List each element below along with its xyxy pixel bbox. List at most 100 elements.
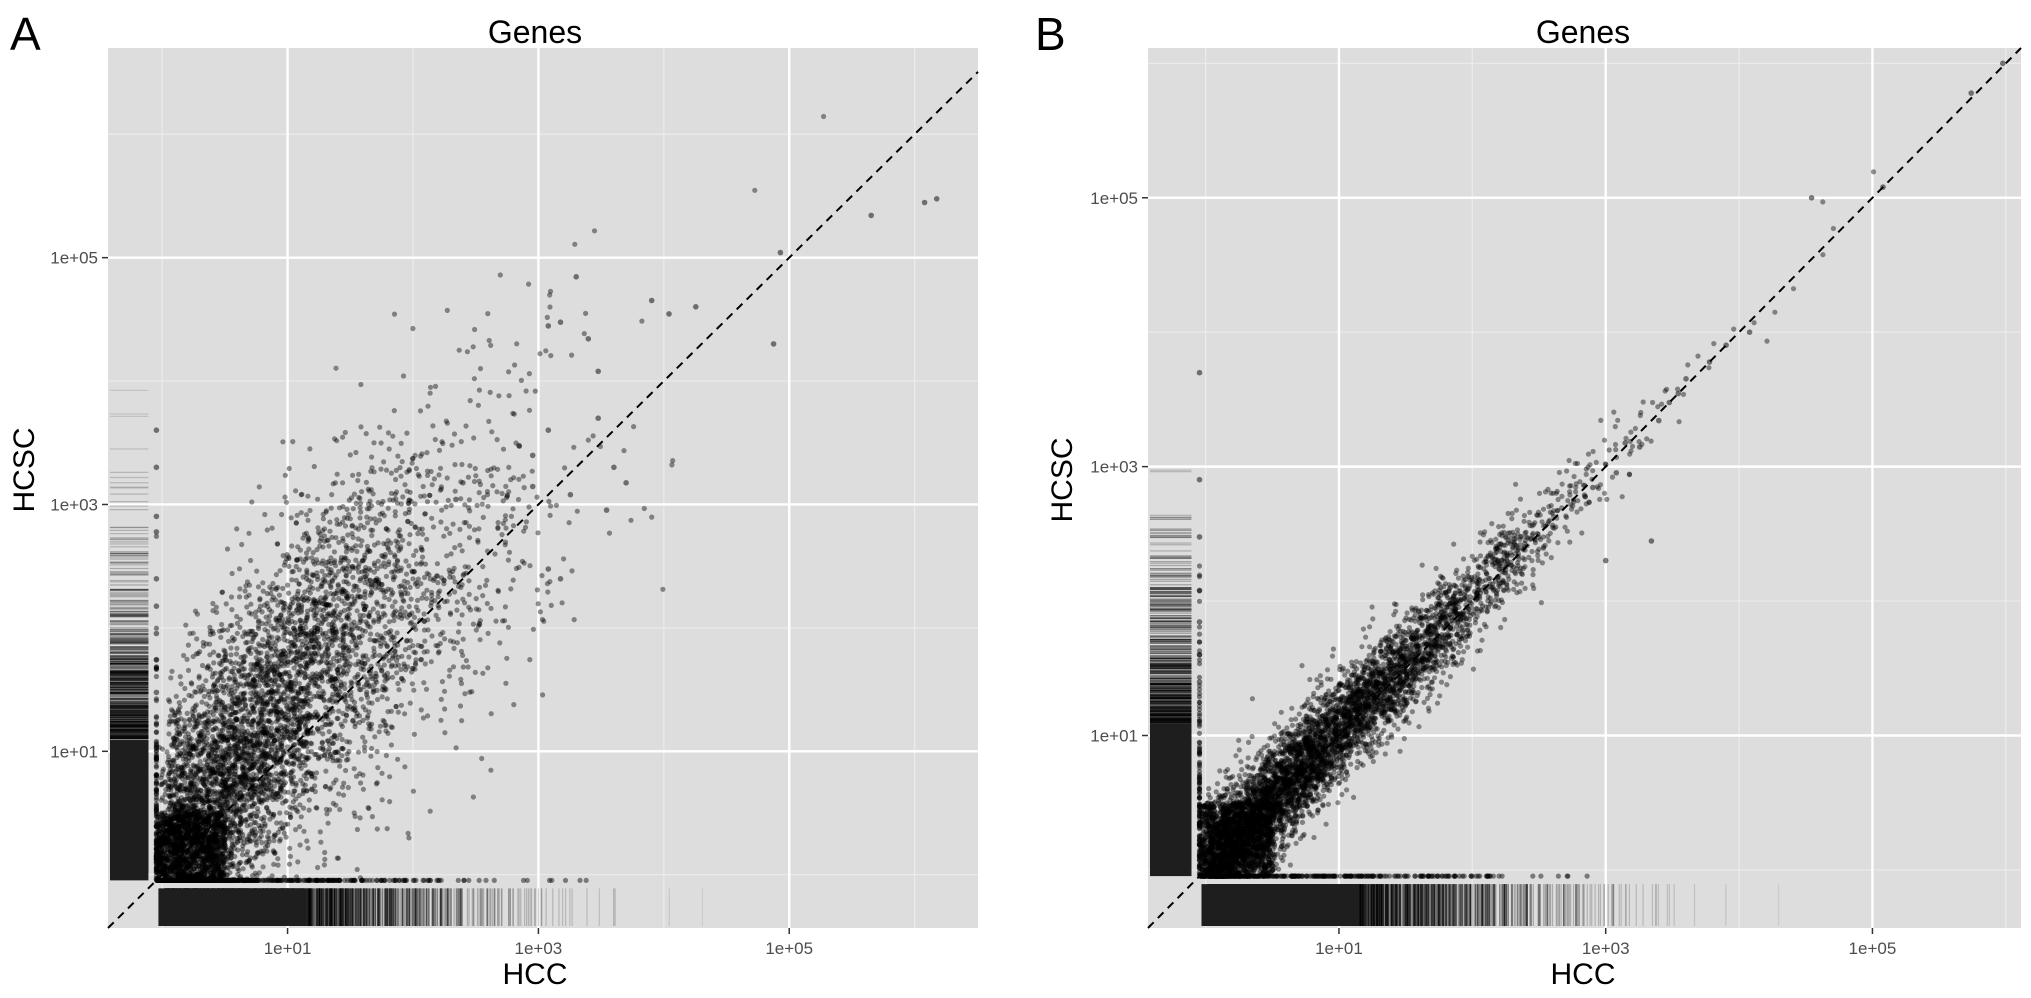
data-point xyxy=(422,639,427,644)
data-point xyxy=(467,592,472,597)
data-point xyxy=(229,594,234,599)
data-point xyxy=(229,623,234,628)
data-point xyxy=(299,510,304,515)
data-point xyxy=(436,594,441,599)
data-point xyxy=(328,585,333,590)
data-point xyxy=(336,856,341,861)
data-point xyxy=(392,552,397,557)
data-point xyxy=(471,794,476,799)
data-point xyxy=(527,657,532,662)
data-point xyxy=(522,485,527,490)
data-point xyxy=(286,591,291,596)
data-point xyxy=(456,629,461,634)
data-point xyxy=(257,484,262,489)
data-point xyxy=(433,437,438,442)
data-point xyxy=(262,512,267,517)
data-point xyxy=(429,590,434,595)
data-point xyxy=(289,577,294,582)
data-point xyxy=(179,716,184,721)
data-point xyxy=(375,765,380,770)
data-point xyxy=(282,495,287,500)
data-point xyxy=(266,830,271,835)
data-point xyxy=(471,435,476,440)
data-point xyxy=(501,447,506,452)
data-point xyxy=(284,810,289,815)
data-point xyxy=(375,697,380,702)
data-point xyxy=(315,497,320,502)
data-point xyxy=(274,820,279,825)
data-point xyxy=(384,723,389,728)
data-point xyxy=(439,697,444,702)
data-point xyxy=(410,326,415,331)
data-point xyxy=(178,674,183,679)
data-point xyxy=(400,494,405,499)
data-point xyxy=(475,503,480,508)
data-point xyxy=(364,480,369,485)
data-point xyxy=(230,571,235,576)
data-point xyxy=(583,311,588,316)
data-point xyxy=(362,739,367,744)
rug-dense-block-x xyxy=(158,888,306,926)
data-point xyxy=(235,631,240,636)
data-point xyxy=(303,763,308,768)
data-point xyxy=(468,607,473,612)
data-point xyxy=(203,678,208,683)
data-point xyxy=(301,829,306,834)
data-point xyxy=(347,654,352,659)
data-point xyxy=(351,506,356,511)
data-point xyxy=(481,515,486,520)
data-point xyxy=(509,514,514,519)
data-point xyxy=(514,566,519,571)
data-point xyxy=(399,703,404,708)
data-point xyxy=(499,532,504,537)
data-point xyxy=(307,797,312,802)
data-point xyxy=(391,618,396,623)
data-point xyxy=(670,458,675,463)
data-point xyxy=(533,389,538,394)
rug-dense-block-y xyxy=(110,740,148,880)
data-point xyxy=(419,596,424,601)
data-point xyxy=(307,446,312,451)
data-point xyxy=(389,471,394,476)
data-point xyxy=(526,282,531,287)
data-point xyxy=(387,446,392,451)
data-point xyxy=(200,663,205,668)
data-point xyxy=(334,603,339,608)
data-point xyxy=(437,649,442,654)
data-point xyxy=(304,838,309,843)
data-point xyxy=(511,578,516,583)
panel-letter-a: A xyxy=(10,8,41,60)
data-point xyxy=(257,683,262,688)
data-point xyxy=(386,559,391,564)
data-point xyxy=(279,512,284,517)
data-point xyxy=(591,433,596,438)
data-point xyxy=(352,766,357,771)
data-point xyxy=(527,408,532,413)
data-point xyxy=(414,466,419,471)
data-point xyxy=(181,653,186,658)
data-point xyxy=(275,856,280,861)
data-point xyxy=(488,390,493,395)
data-point xyxy=(183,623,188,628)
data-point xyxy=(406,654,411,659)
data-point xyxy=(270,581,275,586)
data-point xyxy=(508,586,513,591)
data-point xyxy=(350,473,355,478)
data-point xyxy=(331,597,336,602)
data-point xyxy=(374,781,379,786)
data-point xyxy=(442,636,447,641)
data-point xyxy=(390,604,395,609)
data-point xyxy=(466,475,471,480)
data-point xyxy=(477,388,482,393)
data-point xyxy=(461,637,466,642)
data-point xyxy=(344,507,349,512)
data-point xyxy=(378,724,383,729)
data-point xyxy=(174,694,179,699)
data-point xyxy=(327,729,332,734)
data-point xyxy=(480,564,485,569)
data-point xyxy=(445,308,450,313)
data-point xyxy=(510,506,515,511)
data-point xyxy=(355,674,360,679)
data-point xyxy=(402,482,407,487)
